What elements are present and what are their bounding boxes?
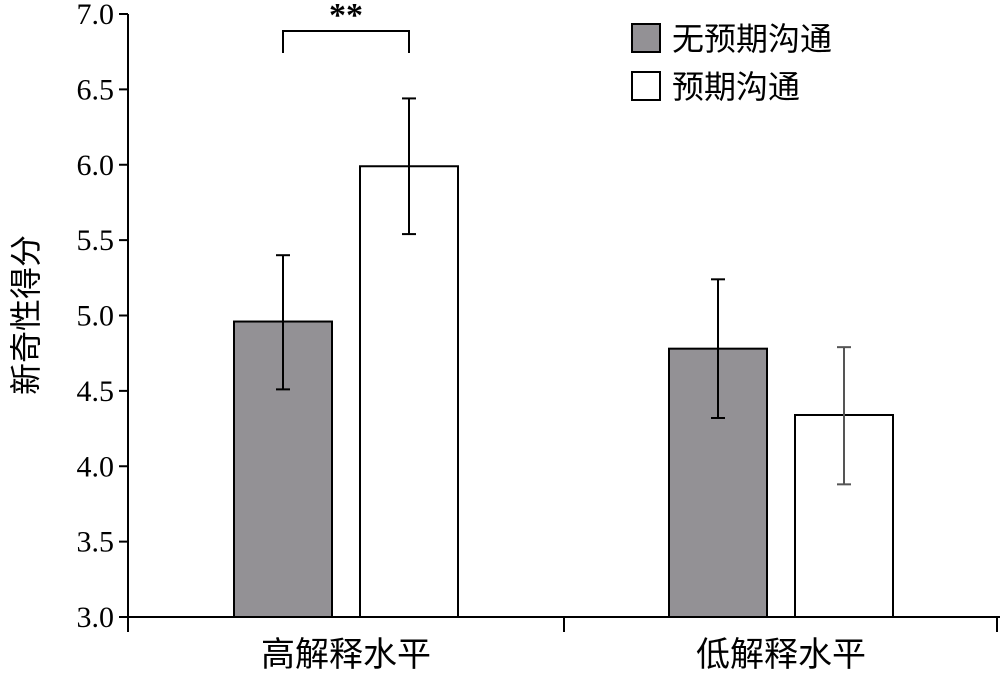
y-tick-label: 4.5 xyxy=(77,375,115,408)
significance-label: ** xyxy=(329,0,363,34)
bar xyxy=(359,165,459,618)
significance-bracket xyxy=(282,30,410,53)
legend-swatch xyxy=(631,71,661,101)
legend-label: 预期沟通 xyxy=(672,68,800,106)
x-tick-label: 高解释水平 xyxy=(261,635,431,675)
bars xyxy=(233,165,894,618)
x-tick-label: 低解释水平 xyxy=(696,635,866,675)
legend-swatch xyxy=(631,23,661,53)
y-tick-label: 3.5 xyxy=(77,526,115,559)
y-tick-label: 3.0 xyxy=(77,601,115,634)
y-tick-label: 4.0 xyxy=(77,450,115,483)
error-bars xyxy=(276,97,851,486)
y-tick-label: 7.0 xyxy=(77,0,115,31)
y-tick-label: 6.5 xyxy=(77,73,115,106)
y-tick-label: 5.5 xyxy=(77,224,115,257)
y-axis-label: 新奇性得分 xyxy=(7,235,45,395)
axes: 3.0 3.5 4.0 4.5 5.0 5.5 6.0 6.5 7.0 高解释水平 低解释水平 xyxy=(77,0,1000,675)
legend-label: 无预期沟通 xyxy=(672,20,832,58)
y-tick-label: 6.0 xyxy=(77,149,115,182)
significance-annotation: ** xyxy=(282,0,410,53)
y-tick-label: 5.0 xyxy=(77,300,115,333)
